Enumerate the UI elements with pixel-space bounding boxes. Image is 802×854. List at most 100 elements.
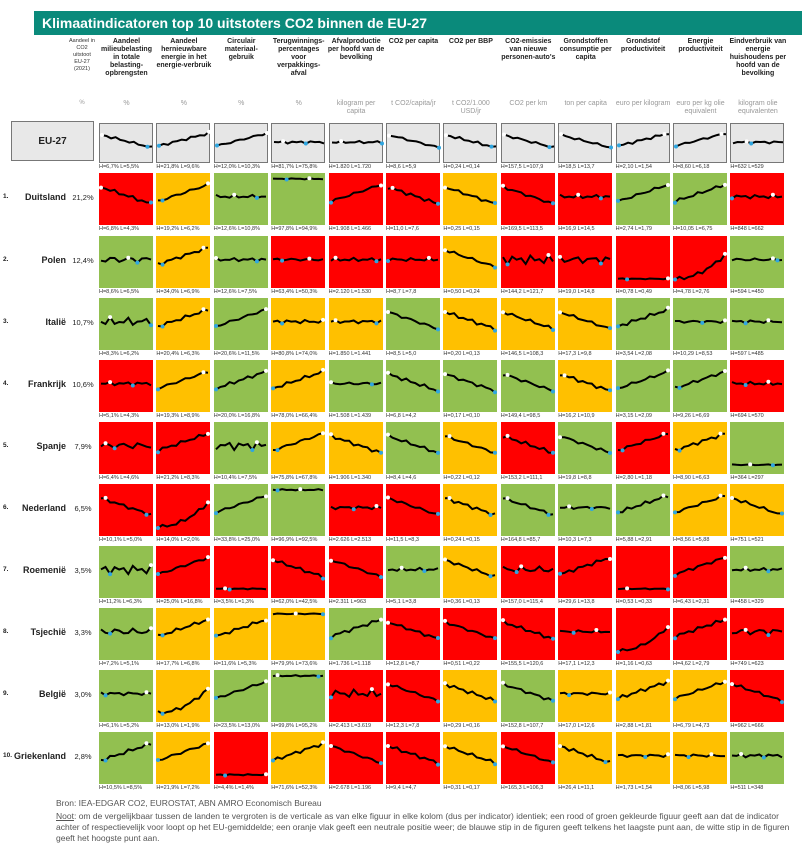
trend-line xyxy=(158,246,209,266)
high-low-label: H=364 L=297 xyxy=(730,475,764,481)
high-low-label: H=2.413 L=3.619 xyxy=(328,723,372,729)
low-point xyxy=(160,262,165,267)
low-point xyxy=(436,450,440,455)
indicator-cell xyxy=(213,608,268,660)
sparkline xyxy=(328,617,383,641)
indicator-cell xyxy=(271,236,326,288)
high-point xyxy=(771,256,776,261)
note-text: Noot: om de vergelijkbaar tussen de land… xyxy=(56,811,796,844)
high-low-label: H=165,3 L=106,3 xyxy=(500,785,544,791)
sparkline xyxy=(386,743,440,767)
high-low-label: H=9,26 L=6,69 xyxy=(673,413,710,419)
indicator-cell xyxy=(386,670,440,722)
high-point xyxy=(723,555,727,560)
high-low-label: H=6,43 L=2,31 xyxy=(673,599,710,605)
sparkline xyxy=(215,586,266,592)
indicator-cell xyxy=(673,732,727,784)
trend-line xyxy=(157,556,209,575)
high-low-label: H=2.626 L=2.513 xyxy=(328,537,372,543)
trend-line xyxy=(157,501,210,529)
sparkline xyxy=(732,318,783,326)
trend-line xyxy=(731,683,784,703)
high-low-label: H=11,2% L=6,3% xyxy=(99,599,142,605)
sparkline xyxy=(213,368,268,392)
indicator-cell xyxy=(213,732,268,784)
high-point xyxy=(149,626,153,631)
high-point xyxy=(447,434,452,439)
high-point xyxy=(558,435,563,440)
high-point xyxy=(665,625,670,630)
high-point xyxy=(443,744,448,749)
high-point xyxy=(201,370,206,375)
low-point xyxy=(436,699,440,704)
trend-line xyxy=(273,432,324,452)
sparkline xyxy=(500,183,555,206)
trend-line xyxy=(158,308,209,328)
trend-line xyxy=(100,256,152,264)
sparkline xyxy=(328,687,382,700)
high-point xyxy=(718,431,723,436)
trend-line xyxy=(329,687,382,699)
sparkline xyxy=(673,555,727,578)
high-point xyxy=(624,586,629,591)
indicator-cell xyxy=(271,298,326,350)
source-text: Bron: IEA-EDGAR CO2, EUROSTAT, ABN AMRO … xyxy=(56,798,322,808)
high-low-label: H=19,2% L=6,2% xyxy=(156,226,200,232)
indicator-cell xyxy=(386,484,440,536)
high-low-label: H=3,54 L=2,08 xyxy=(615,351,652,357)
high-low-label: H=97,8% L=94,9% xyxy=(271,226,318,232)
trend-line xyxy=(446,134,497,148)
low-point xyxy=(160,711,165,716)
indicator-unit: euro per kilogram xyxy=(615,100,671,107)
high-point xyxy=(213,255,218,260)
high-point xyxy=(333,318,338,323)
note-label: Noot xyxy=(56,811,74,821)
sparkline xyxy=(500,618,555,641)
sparkline xyxy=(215,192,266,200)
high-low-label: H=157,0 L=115,4 xyxy=(500,599,543,605)
indicator-header: CO2 per BBP t CO2/1.000 USD/jr xyxy=(442,38,499,118)
trend-line xyxy=(445,186,496,205)
high-point xyxy=(443,372,448,377)
low-point xyxy=(493,762,498,767)
indicator-cell xyxy=(386,236,440,288)
indicator-cell xyxy=(99,670,153,722)
low-point xyxy=(386,259,390,264)
low-point xyxy=(378,575,383,580)
country-share: 3,3% xyxy=(74,628,92,637)
high-low-label: H=99,8% L=95,2% xyxy=(271,723,318,729)
high-point xyxy=(207,129,212,134)
country-name: Duitsland xyxy=(24,192,66,202)
trend-line xyxy=(330,504,382,511)
trend-line xyxy=(445,373,496,394)
high-point xyxy=(500,680,505,685)
indicator-unit: % xyxy=(180,100,187,107)
sparkline xyxy=(616,132,669,148)
trend-line xyxy=(616,679,669,700)
low-point xyxy=(744,321,749,326)
low-point xyxy=(374,259,379,264)
low-point xyxy=(493,450,498,455)
low-point xyxy=(615,386,620,391)
high-low-label: H=0,20 L=0,13 xyxy=(443,351,480,357)
high-low-label: H=694 L=570 xyxy=(730,413,764,419)
low-point xyxy=(160,198,165,203)
high-point xyxy=(386,620,390,625)
indicator-cell xyxy=(386,123,441,163)
trend-line xyxy=(444,249,496,269)
indicator-cell xyxy=(328,484,383,536)
sparkline xyxy=(615,182,670,203)
indicator-cell xyxy=(328,546,383,598)
indicator-cell xyxy=(213,670,268,722)
low-point xyxy=(436,511,440,516)
high-point xyxy=(661,493,666,498)
indicator-cell xyxy=(673,123,727,163)
indicator-cell xyxy=(615,360,670,412)
country-rank: 5. xyxy=(3,442,9,449)
low-point xyxy=(130,383,135,388)
trend-line xyxy=(502,745,554,764)
indicator-cell xyxy=(271,732,326,784)
sparkline xyxy=(100,133,153,149)
high-point xyxy=(386,309,390,314)
low-point xyxy=(780,511,785,516)
